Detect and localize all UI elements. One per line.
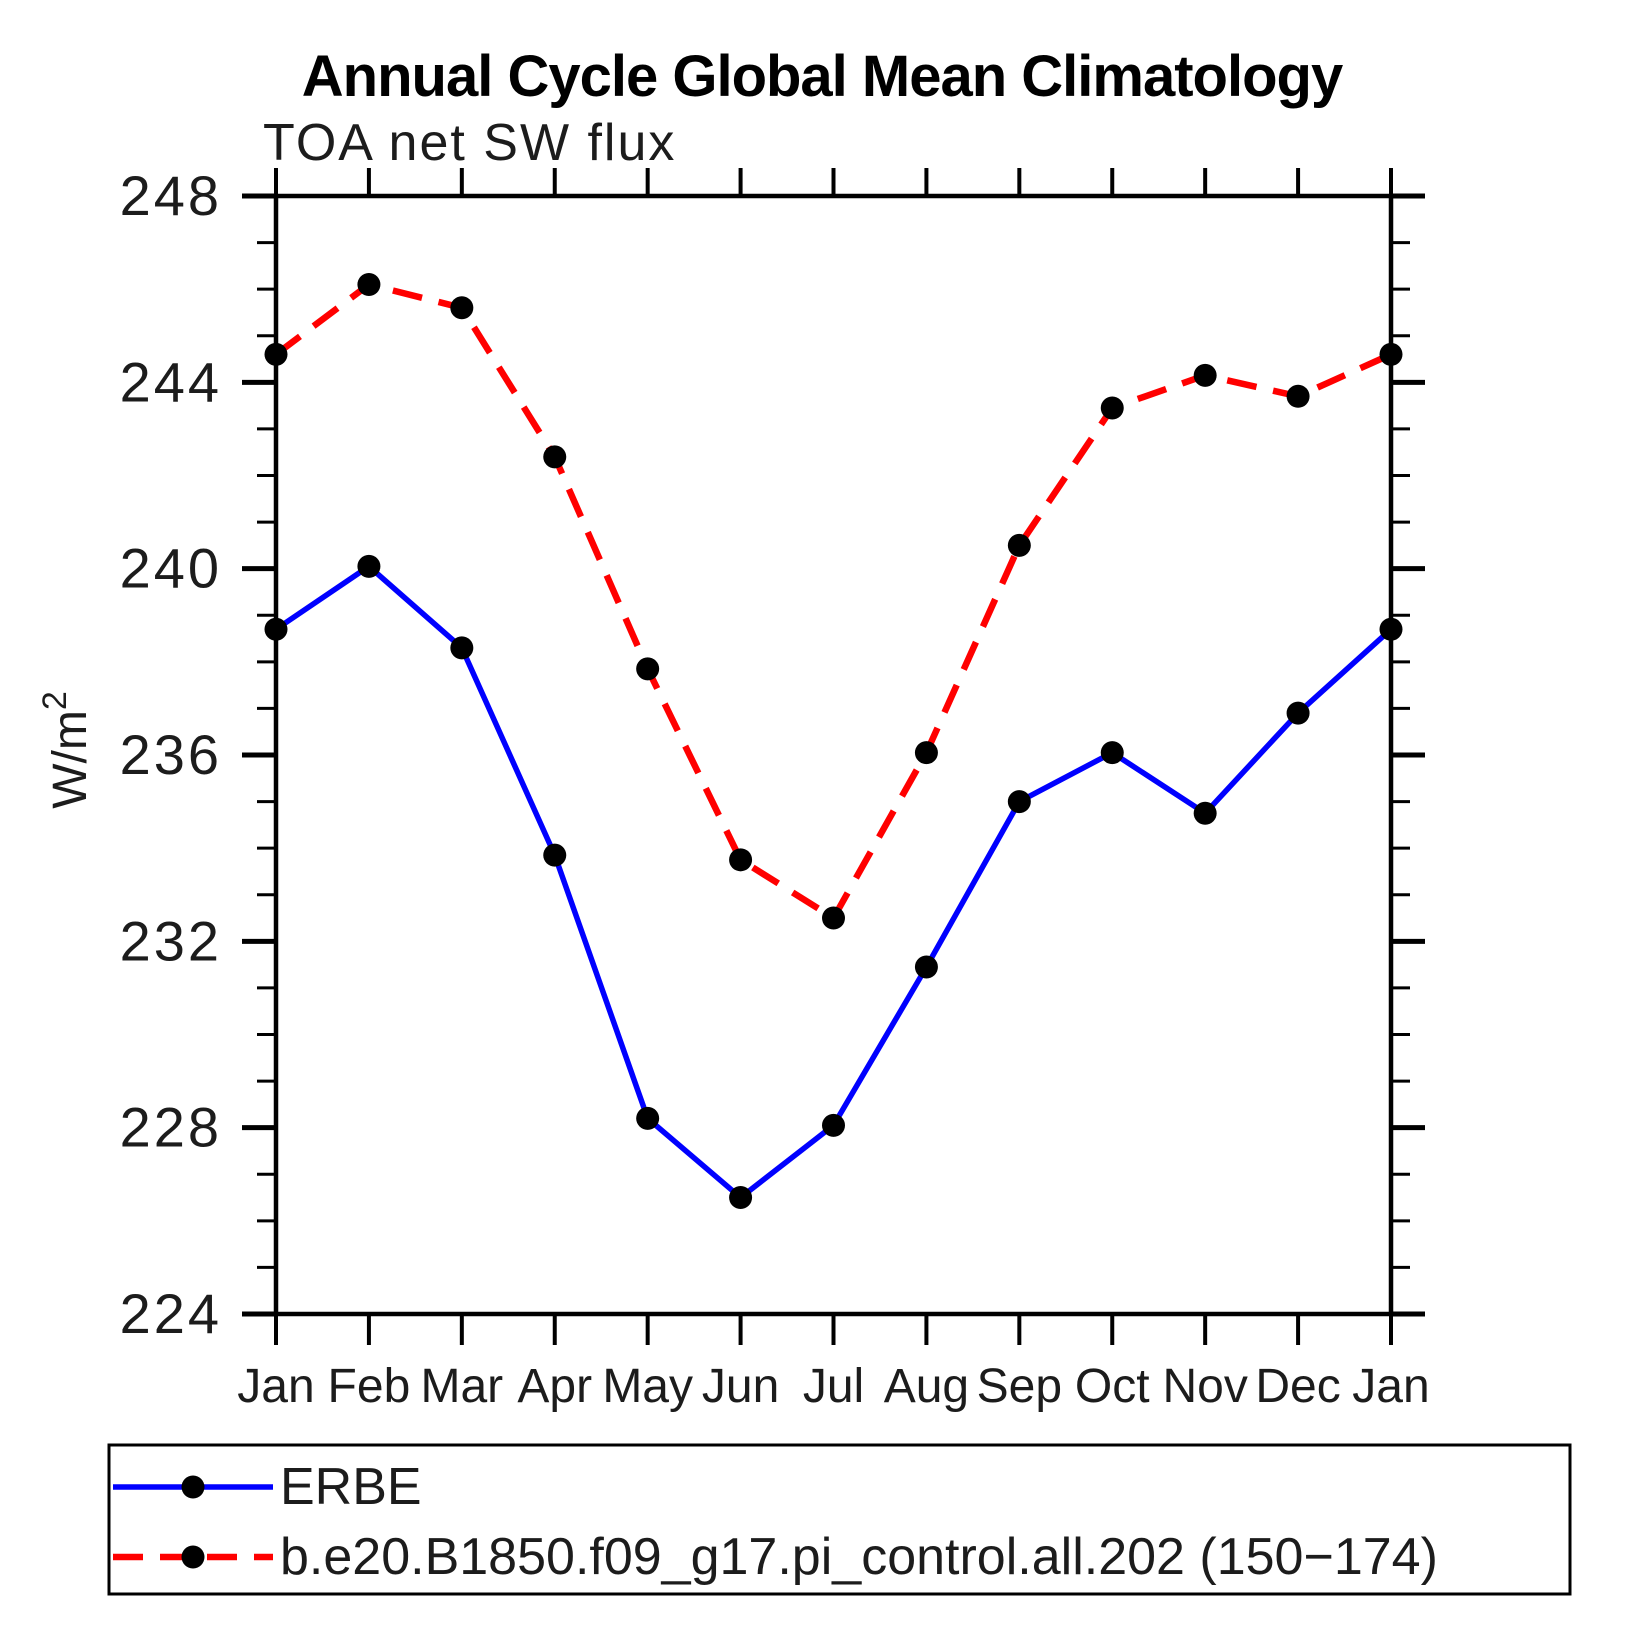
series-0-marker-Jan	[264, 617, 288, 641]
y-tick-label: 248	[120, 164, 222, 227]
y-tick-label: 244	[120, 350, 222, 413]
legend-marker-erbe	[181, 1475, 205, 1499]
series-0-marker-Nov	[1193, 801, 1217, 825]
series-0-marker-Jan	[1379, 617, 1403, 641]
data-series	[264, 273, 1403, 1210]
x-tick-label: Nov	[1162, 1360, 1247, 1413]
x-tick-label: Oct	[1075, 1360, 1150, 1413]
x-tick-labels: Jan Feb Mar Apr May Jun Jul Aug Sep Oct Nov Dec Jan	[237, 1360, 1429, 1413]
axis-ticks	[242, 168, 1425, 1345]
x-tick-label: Jan	[237, 1360, 314, 1413]
x-tick-label: Jul	[803, 1360, 864, 1413]
series-1-marker-Feb	[357, 273, 381, 297]
series-0-marker-Apr	[543, 843, 567, 867]
x-tick-label: May	[602, 1360, 693, 1413]
x-tick-label: Feb	[328, 1360, 411, 1413]
x-tick-label: Jan	[1352, 1360, 1429, 1413]
series-1-marker-Aug	[914, 741, 938, 765]
x-tick-label: Dec	[1255, 1360, 1340, 1413]
y-tick-label: 236	[120, 723, 222, 786]
series-0-marker-Dec	[1286, 701, 1310, 725]
y-axis-title-base: W/m	[44, 710, 97, 809]
series-0-marker-Feb	[357, 554, 381, 578]
y-tick-label: 232	[120, 909, 222, 972]
y-axis-title-exponent: 2	[36, 691, 74, 710]
series-0-marker-Aug	[914, 955, 938, 979]
series-1-marker-Mar	[450, 296, 474, 320]
series-1-marker-Apr	[543, 445, 567, 469]
x-tick-label: Mar	[420, 1360, 503, 1413]
series-line-1	[274, 281, 1393, 922]
chart-subtitle: TOA net SW flux	[263, 114, 676, 172]
y-tick-labels: 224 228 232 236 240 244 248	[120, 164, 222, 1345]
series-0-marker-Jun	[729, 1186, 753, 1210]
plot-frame	[273, 193, 1394, 1317]
series-1-marker-Dec	[1286, 384, 1310, 408]
series-1-marker-May	[636, 657, 660, 681]
series-1-marker-Oct	[1100, 396, 1124, 420]
x-tick-label: Apr	[517, 1360, 592, 1413]
series-1-marker-Nov	[1193, 363, 1217, 387]
legend: ERBE b.e20.B1850.f09_g17.pi_control.all.…	[107, 1443, 1572, 1596]
series-1-marker-Jun	[729, 848, 753, 872]
x-tick-label: Sep	[977, 1360, 1062, 1413]
y-tick-label: 240	[120, 537, 222, 600]
chart-title: Annual Cycle Global Mean Climatology	[302, 44, 1343, 109]
series-1-marker-Jan	[264, 342, 288, 366]
legend-box	[107, 1443, 1572, 1596]
series-1-marker-Jul	[822, 906, 845, 930]
x-tick-label: Jun	[702, 1360, 779, 1413]
legend-marker-model	[181, 1545, 205, 1569]
y-axis-title: W/m2	[36, 691, 97, 809]
series-1-marker-Jan	[1379, 342, 1403, 366]
series-line-0	[274, 563, 1393, 1201]
x-tick-label: Aug	[884, 1360, 969, 1413]
legend-label-erbe: ERBE	[280, 1458, 422, 1516]
series-0-marker-Sep	[1007, 790, 1031, 814]
series-0-marker-May	[636, 1106, 660, 1130]
y-tick-label: 228	[120, 1096, 222, 1159]
series-0-marker-Jul	[822, 1113, 845, 1137]
series-0-marker-Mar	[450, 636, 474, 660]
plot-border	[273, 193, 1394, 1317]
series-1-marker-Sep	[1007, 533, 1031, 557]
legend-label-model: b.e20.B1850.f09_g17.pi_control.all.202 (…	[280, 1528, 1438, 1586]
y-tick-label: 224	[120, 1282, 222, 1345]
series-0-marker-Oct	[1100, 741, 1124, 765]
